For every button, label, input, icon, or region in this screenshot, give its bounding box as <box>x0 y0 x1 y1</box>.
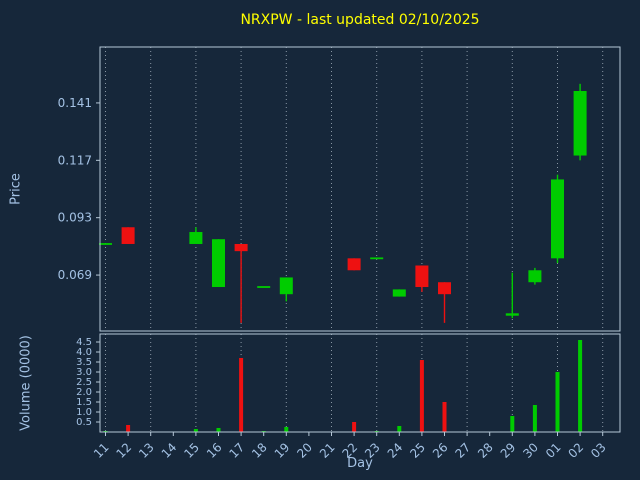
chart-title: NRXPW - last updated 02/10/2025 <box>240 12 480 28</box>
candle-body <box>392 289 406 297</box>
candle-body <box>370 257 384 260</box>
volume-bar <box>239 358 244 432</box>
volume-tick-label: 2.0 <box>76 387 92 398</box>
volume-tick-label: 2.5 <box>76 377 92 388</box>
price-axis-label: Price <box>8 173 24 205</box>
volume-bar <box>578 340 583 432</box>
volume-tick-label: 1.0 <box>76 407 92 418</box>
candle-body <box>189 232 203 244</box>
panel-border <box>99 333 621 433</box>
candle-body <box>528 270 542 283</box>
volume-tick-label: 4.5 <box>76 337 92 348</box>
candle-body <box>257 286 271 288</box>
volume-bar <box>510 416 515 432</box>
volume-axis-label: Volume (0000) <box>18 335 34 431</box>
panel-border <box>99 46 621 332</box>
volume-tick-label: 1.5 <box>76 397 92 408</box>
volume-bar <box>442 402 447 432</box>
volume-bar <box>532 405 537 432</box>
volume-bar <box>193 429 198 432</box>
volume-bar <box>284 427 289 432</box>
volume-tick-label: 0.5 <box>76 417 92 428</box>
candle-body <box>347 258 361 271</box>
volume-bar <box>352 422 357 432</box>
candle-body <box>279 277 293 295</box>
price-tick-label: 0.069 <box>58 268 92 282</box>
candle-body <box>234 243 248 252</box>
price-tick-label: 0.141 <box>58 96 92 110</box>
candle-body <box>438 282 451 295</box>
candle-body <box>121 227 135 244</box>
price-tick-label: 0.093 <box>58 211 92 225</box>
candle-body <box>415 265 429 288</box>
volume-bar <box>126 425 131 432</box>
volume-bar <box>419 360 424 432</box>
price-tick-label: 0.117 <box>58 153 92 167</box>
candle-body <box>99 243 112 245</box>
volume-tick-label: 3.5 <box>76 357 92 368</box>
day-axis-label: Day <box>347 456 373 471</box>
volume-bar <box>216 428 221 432</box>
candle-body <box>551 179 564 259</box>
volume-tick-label: 3.0 <box>76 367 92 378</box>
volume-bar <box>397 426 402 432</box>
candle-body <box>505 313 519 316</box>
volume-bar <box>555 372 560 432</box>
candle-body <box>212 239 225 288</box>
candle-body <box>573 90 587 156</box>
volume-tick-label: 4.0 <box>76 347 92 358</box>
